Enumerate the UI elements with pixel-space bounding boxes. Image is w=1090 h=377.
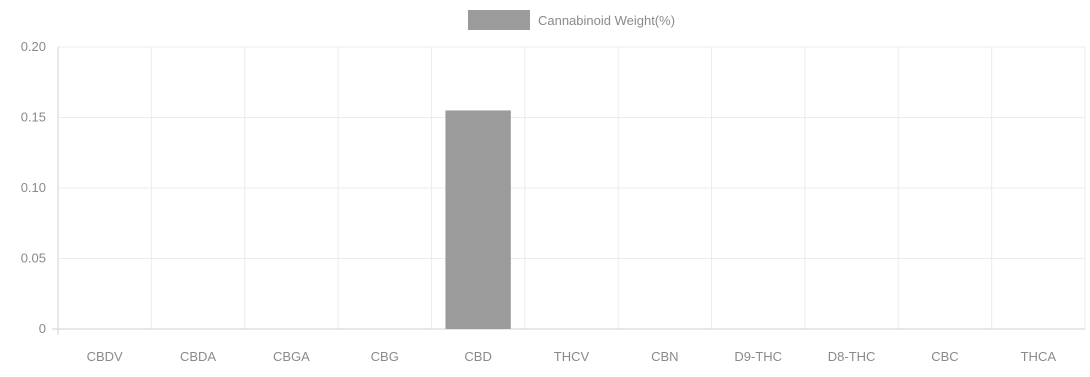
- x-tick-label: D9-THC: [734, 349, 782, 364]
- x-tick-label: CBC: [931, 349, 958, 364]
- x-tick-labels: CBDV CBDA CBGA CBG CBD THCV CBN D9-THC D8-THC CBC…: [87, 349, 1057, 364]
- x-tick-label: CBD: [464, 349, 491, 364]
- y-tick-label: 0.05: [21, 251, 46, 266]
- x-tick-label: CBDA: [180, 349, 216, 364]
- grid-lines: [57, 46, 1086, 329]
- legend-label: Cannabinoid Weight(%): [538, 13, 675, 28]
- x-tick-label: D8-THC: [828, 349, 876, 364]
- bars: [445, 110, 511, 329]
- x-tick-label: THCV: [554, 349, 590, 364]
- y-tick-label: 0: [39, 321, 46, 336]
- x-tick-label: CBDV: [87, 349, 123, 364]
- legend[interactable]: Cannabinoid Weight(%): [467, 10, 675, 30]
- bar-cbd[interactable]: [445, 110, 511, 329]
- x-tick-label: CBGA: [273, 349, 310, 364]
- x-tick-label: CBN: [651, 349, 678, 364]
- y-tick-labels: 0 0.05 0.10 0.15 0.20: [21, 39, 46, 336]
- y-tick-label: 0.10: [21, 180, 46, 195]
- x-tick-label: CBG: [371, 349, 399, 364]
- axes: [52, 47, 1085, 335]
- x-tick-label: THCA: [1021, 349, 1057, 364]
- y-tick-label: 0.15: [21, 110, 46, 125]
- y-tick-label: 0.20: [21, 39, 46, 54]
- legend-swatch: [467, 10, 530, 30]
